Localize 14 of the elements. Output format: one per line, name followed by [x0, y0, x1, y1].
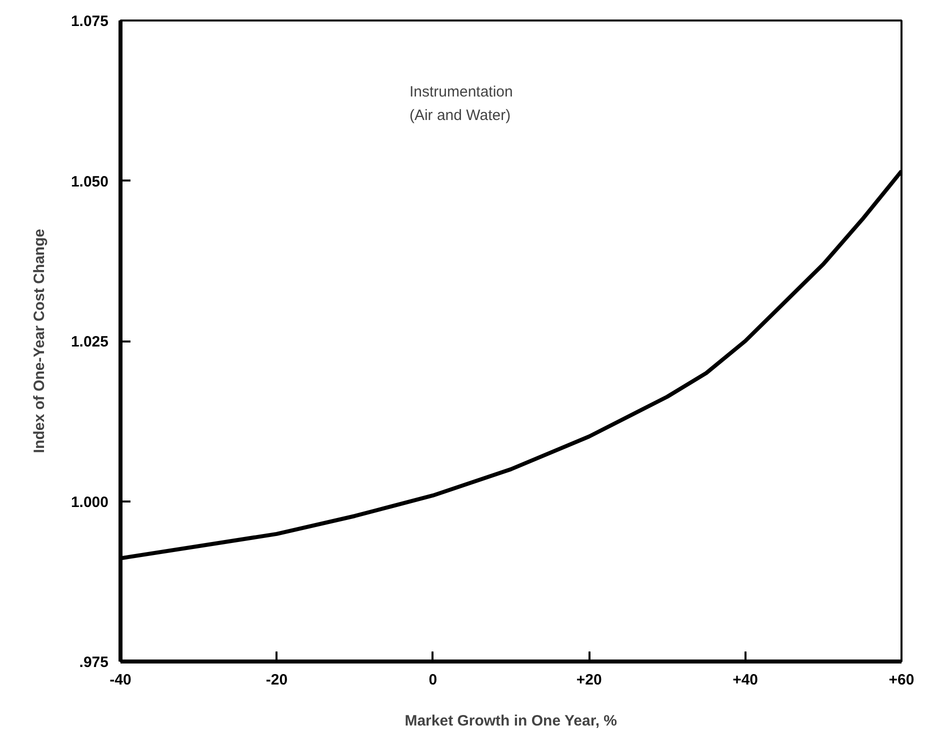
y-tick-label: 1.075: [70, 13, 109, 30]
x-tick-label: -20: [266, 672, 288, 688]
y-tick-label: 1.050: [70, 173, 109, 190]
x-tick-label: +60: [888, 672, 914, 688]
x-tick-label: +20: [576, 672, 602, 688]
y-tick-label: .975: [79, 654, 109, 671]
x-tick-label: -40: [110, 672, 132, 688]
x-axis-title: Market Growth in One Year, %: [404, 712, 618, 730]
y-tick-label: 1.000: [70, 494, 109, 511]
y-axis-title: Index of One-Year Cost Change: [30, 228, 48, 454]
x-tick-label: 0: [428, 672, 438, 688]
x-tick-label: +40: [732, 672, 758, 688]
annotation: Instrumentation (Air and Water): [409, 83, 513, 124]
y-tick-label: 1.025: [70, 334, 109, 350]
